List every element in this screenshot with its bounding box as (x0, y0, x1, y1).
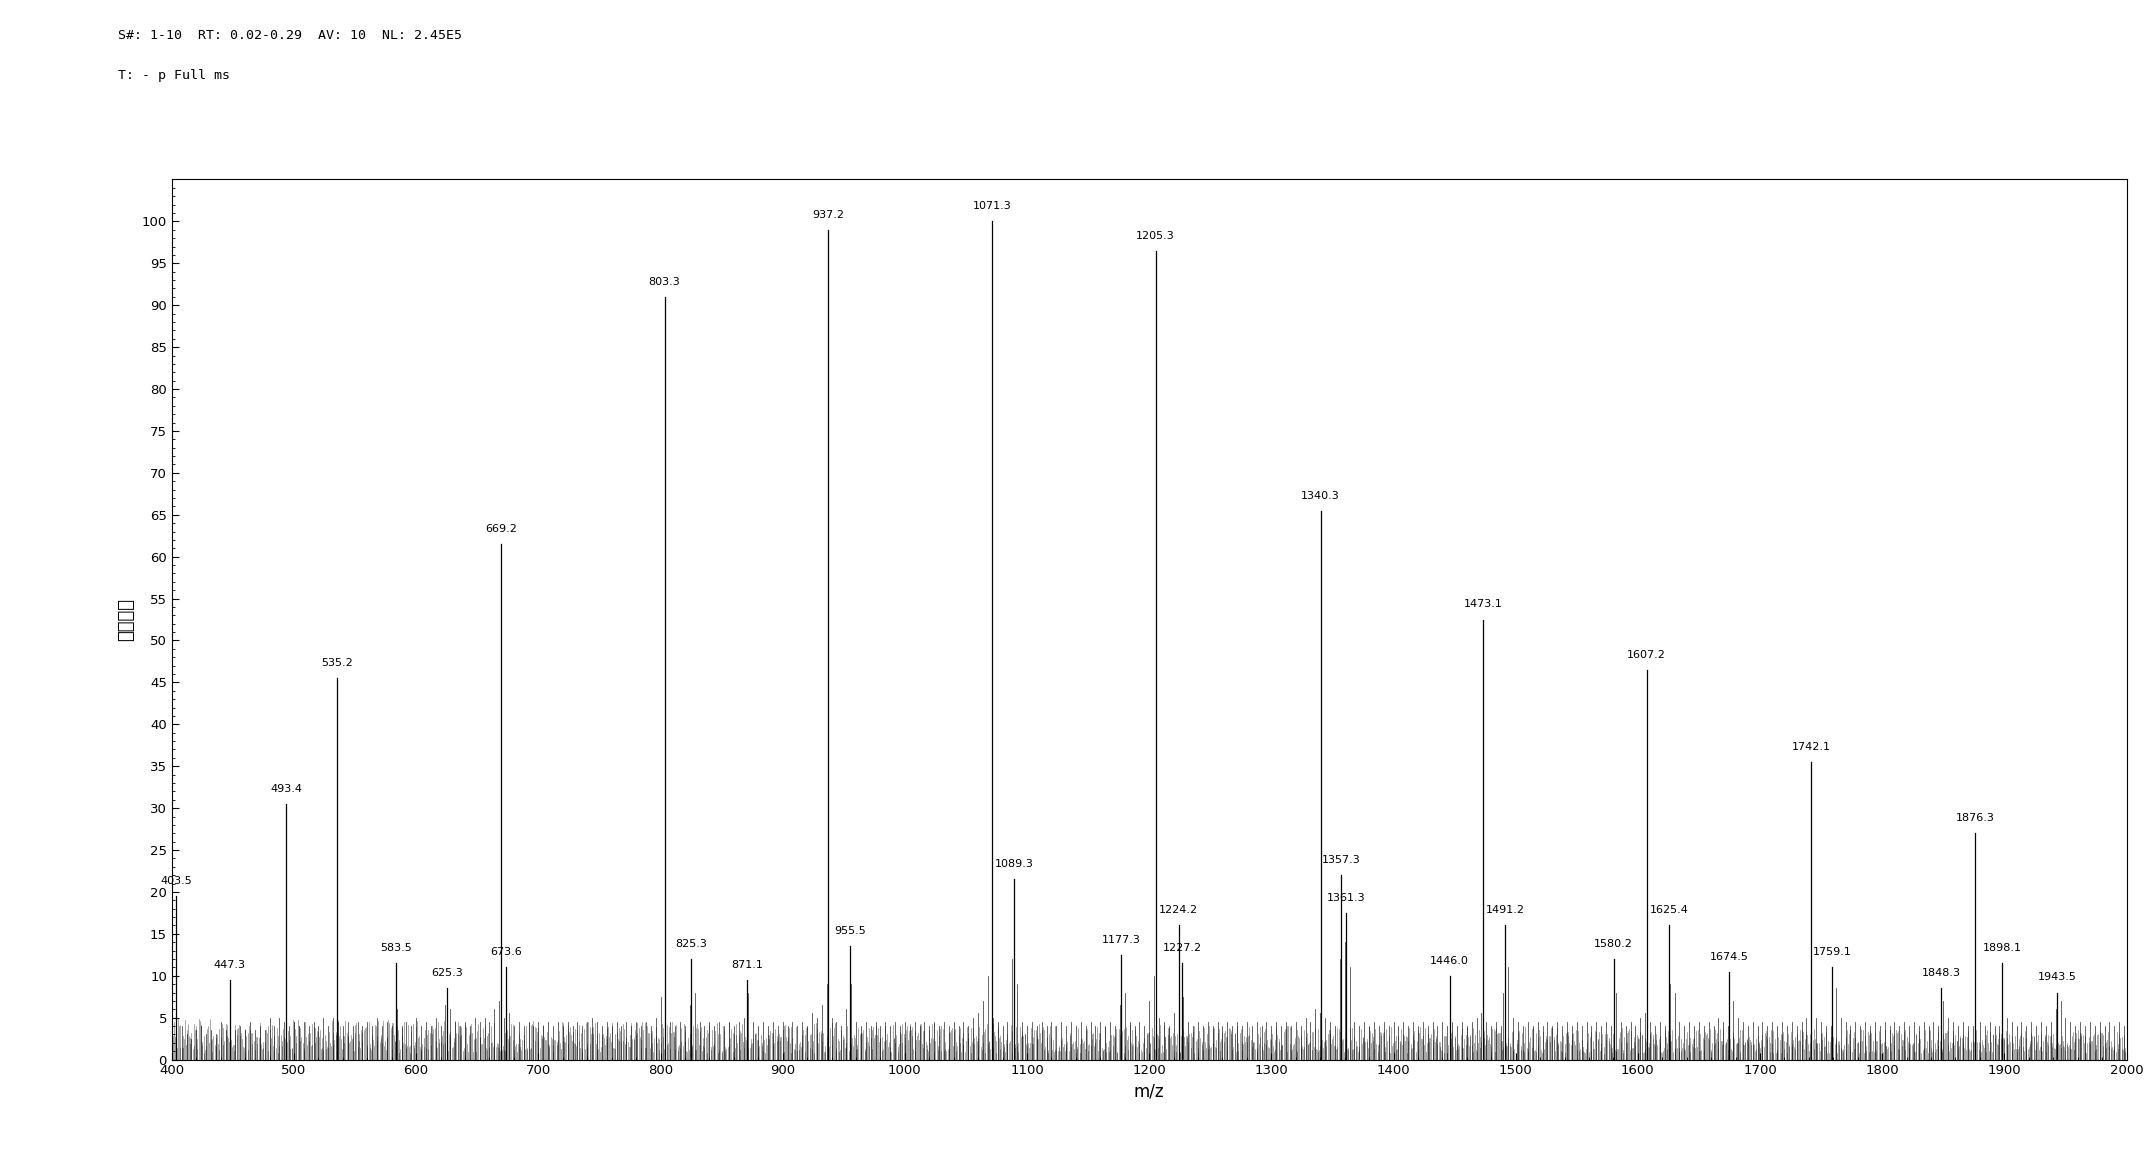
Text: S#: 1-10  RT: 0.02-0.29  AV: 10  NL: 2.45E5: S#: 1-10 RT: 0.02-0.29 AV: 10 NL: 2.45E5 (118, 29, 462, 42)
Text: 1876.3: 1876.3 (1957, 813, 1995, 823)
Text: 625.3: 625.3 (432, 968, 464, 979)
Text: 1177.3: 1177.3 (1102, 935, 1141, 945)
Text: 1071.3: 1071.3 (973, 201, 1012, 212)
Text: 1898.1: 1898.1 (1983, 943, 2021, 953)
Text: 871.1: 871.1 (732, 960, 763, 970)
Text: 1446.0: 1446.0 (1431, 955, 1469, 966)
Text: 1607.2: 1607.2 (1628, 650, 1667, 660)
Text: 1361.3: 1361.3 (1327, 893, 1366, 903)
Text: 1491.2: 1491.2 (1486, 906, 1525, 916)
Text: 1759.1: 1759.1 (1813, 947, 1852, 958)
Text: 493.4: 493.4 (271, 784, 303, 794)
X-axis label: m/z: m/z (1134, 1083, 1164, 1101)
Text: 1848.3: 1848.3 (1922, 968, 1961, 979)
Text: 583.5: 583.5 (380, 943, 412, 953)
Text: 803.3: 803.3 (649, 277, 681, 287)
Text: 1473.1: 1473.1 (1463, 600, 1501, 609)
Text: 1580.2: 1580.2 (1594, 939, 1632, 948)
Text: 1089.3: 1089.3 (995, 859, 1033, 870)
Text: 1340.3: 1340.3 (1302, 491, 1340, 500)
Text: 1224.2: 1224.2 (1160, 906, 1199, 916)
Text: 447.3: 447.3 (213, 960, 245, 970)
Text: 1205.3: 1205.3 (1136, 230, 1175, 241)
Text: 403.5: 403.5 (161, 877, 191, 886)
Text: 955.5: 955.5 (836, 926, 866, 937)
Text: 1742.1: 1742.1 (1791, 742, 1830, 752)
Text: T: - p Full ms: T: - p Full ms (118, 69, 230, 82)
Text: 1674.5: 1674.5 (1710, 952, 1748, 961)
Text: 1357.3: 1357.3 (1321, 855, 1360, 865)
Text: 1227.2: 1227.2 (1162, 943, 1203, 953)
Text: 669.2: 669.2 (485, 525, 518, 534)
Text: 825.3: 825.3 (674, 939, 707, 948)
Text: 535.2: 535.2 (322, 658, 352, 668)
Text: 1943.5: 1943.5 (2038, 973, 2077, 982)
Text: 937.2: 937.2 (812, 210, 844, 220)
Text: 1625.4: 1625.4 (1650, 906, 1688, 916)
Y-axis label: 相对含量: 相对含量 (116, 598, 135, 642)
Text: 673.6: 673.6 (490, 947, 522, 958)
